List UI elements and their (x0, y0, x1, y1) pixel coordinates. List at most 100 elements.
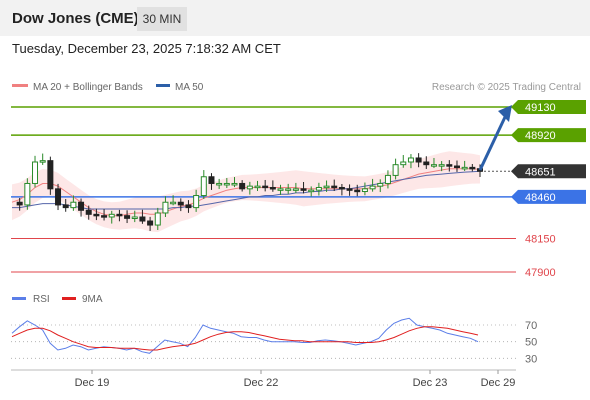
candle-body (331, 185, 338, 189)
candle-body (392, 164, 399, 176)
forecast-arrow-shaft (478, 114, 508, 171)
x-tick-label: Dec 23 (413, 377, 448, 389)
rsi-tick-30: 30 (525, 353, 537, 365)
candle-body (55, 188, 62, 206)
candle-body (430, 164, 437, 167)
candle-body (32, 161, 39, 184)
candle-body (154, 212, 161, 226)
candle-body (377, 182, 384, 187)
candle-body (93, 213, 100, 217)
candle-body (315, 186, 322, 191)
last-tag-48651: 48651 (511, 164, 586, 179)
credit-text: Research © 2025 Trading Central (432, 82, 581, 93)
candle-body (231, 182, 238, 186)
ma50-line (12, 170, 481, 210)
rsi-legend-swatch (12, 297, 26, 300)
pivot-tag-48460: 48460 (511, 189, 586, 204)
candle-body (124, 215, 131, 219)
candle-body (208, 176, 215, 184)
last-tag-bg-48651 (511, 164, 586, 179)
candle-body (177, 201, 184, 206)
candle-body (162, 201, 169, 214)
resistance-tag-49130: 49130 (511, 100, 586, 114)
rsi-layer: 70 50 30 (11, 317, 537, 365)
header-bar (0, 0, 590, 36)
candle-body (384, 174, 391, 184)
candle-body (16, 201, 23, 206)
resistance-tag-text-49130: 49130 (525, 102, 556, 114)
candle-body (193, 195, 200, 209)
candle-body (407, 157, 414, 163)
bollinger-layer (12, 151, 480, 233)
pivot-tag-bg-48460 (511, 189, 586, 204)
candle-body (101, 215, 108, 218)
candle-body (147, 220, 154, 226)
candle-body (239, 182, 246, 190)
rsi-ma-line (11, 326, 479, 351)
forecast-arrow-head (498, 105, 512, 122)
timestamp: Tuesday, December 23, 2025 7:18:32 AM CE… (12, 41, 281, 56)
candle-body (78, 201, 85, 211)
forecast-arrow (478, 105, 512, 171)
rsi-tick-50: 50 (525, 337, 537, 349)
candle-body (24, 182, 31, 206)
moving-averages-layer (11, 168, 481, 217)
candle-body (277, 188, 284, 191)
candle-body (438, 164, 445, 167)
candle-body (308, 189, 315, 193)
timeframe-badge[interactable]: 30 MIN (137, 7, 187, 31)
candle-body (70, 201, 77, 209)
instrument-title: Dow Jones (CME) (12, 10, 139, 27)
x-axis-layer: Dec 19 Dec 22 Dec 23 Dec 29 (75, 370, 516, 389)
ma50-legend-label: MA 50 (175, 82, 204, 93)
x-tick-label: Dec 22 (244, 377, 279, 389)
candle-body (423, 161, 430, 166)
candle-body (39, 160, 46, 163)
candle-body (47, 160, 54, 190)
rsi-legend-label: RSI (33, 294, 50, 305)
support-label-47900: 47900 (525, 267, 556, 279)
candle-body (461, 166, 468, 170)
candle-body (131, 216, 138, 219)
ma20-legend-label: MA 20 + Bollinger Bands (33, 82, 143, 93)
candle-body (170, 201, 177, 205)
candle-body (285, 188, 292, 191)
ma20-legend-swatch (12, 84, 28, 87)
ma9-legend-label: 9MA (82, 294, 103, 305)
bollinger-band (12, 151, 480, 233)
x-tick-label: Dec 19 (75, 377, 110, 389)
candle-body (254, 185, 261, 189)
resistance-tag-bg-48920 (511, 128, 586, 143)
resistance-tag-48920: 48920 (511, 128, 586, 143)
candle-body (323, 185, 330, 189)
candle-body (361, 188, 368, 193)
pivot-tag-text-48460: 48460 (525, 192, 556, 204)
x-tick-label: Dec 29 (481, 377, 516, 389)
candle-body (400, 161, 407, 166)
candle-body (223, 182, 230, 186)
candle-body (139, 216, 146, 222)
resistance-tag-text-48920: 48920 (525, 130, 556, 142)
candle-body (338, 186, 345, 190)
candle-body (354, 189, 361, 193)
candle-body (369, 185, 376, 190)
resistance-tag-bg-49130 (511, 100, 586, 114)
candle-body (108, 213, 115, 218)
candle-body (62, 204, 69, 209)
candle-body (185, 204, 192, 209)
candle-body (292, 188, 299, 191)
candle-body (200, 176, 207, 197)
candle-body (216, 182, 223, 186)
candle-body (446, 164, 453, 167)
rsi-line (11, 317, 479, 354)
levels-layer (11, 106, 516, 273)
candle-body (85, 209, 92, 215)
ma50-legend-swatch (156, 84, 170, 87)
candle-body (246, 185, 253, 190)
candle-body (346, 188, 353, 191)
candles-layer (16, 105, 512, 231)
candle-body (269, 186, 276, 190)
candle-body (300, 188, 307, 191)
candle-body (469, 166, 476, 170)
